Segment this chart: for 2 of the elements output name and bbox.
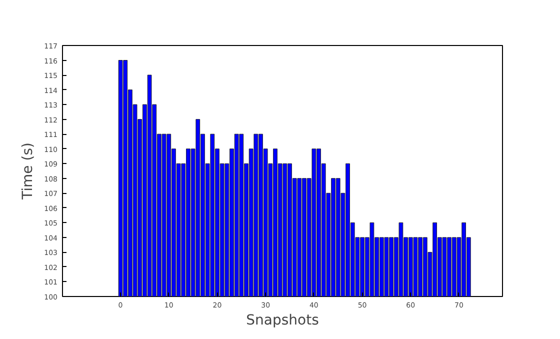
y-axis-title: Time (s) — [20, 142, 36, 200]
x-axis-title: Snapshots — [246, 312, 319, 328]
